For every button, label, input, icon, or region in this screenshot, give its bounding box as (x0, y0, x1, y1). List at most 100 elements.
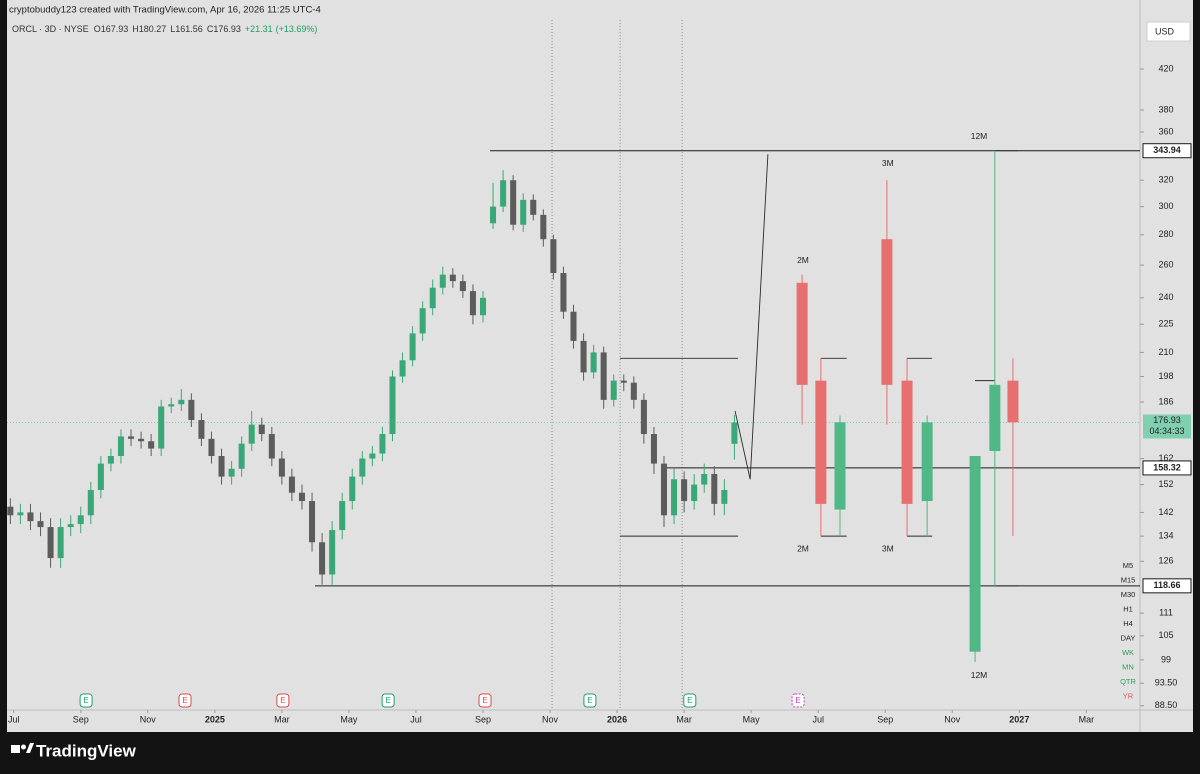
earnings-label[interactable]: E (182, 696, 187, 705)
timeframe-button[interactable]: H1 (1123, 604, 1133, 613)
watermark-header: cryptobuddy123 created with TradingView.… (9, 5, 321, 16)
candle-body (630, 382, 637, 400)
timeframe-button[interactable]: DAY (1121, 633, 1136, 642)
candle-body (17, 512, 24, 516)
candle-body (731, 422, 738, 444)
candle-body (721, 490, 728, 504)
candle-body (117, 436, 124, 457)
timeframe-button[interactable]: M15 (1121, 575, 1136, 584)
currency-box[interactable] (1146, 21, 1191, 42)
candle-body (671, 479, 678, 516)
earnings-marker[interactable]: E (683, 693, 697, 708)
candle-body (419, 308, 426, 334)
earnings-badge[interactable] (683, 693, 697, 708)
earnings-label[interactable]: E (687, 696, 692, 705)
candle-body (600, 352, 607, 400)
annotation: 2M (797, 255, 809, 265)
candle-body (138, 438, 145, 442)
logo-shape (11, 745, 20, 753)
x-tick-label: May (743, 714, 761, 724)
candle-body (178, 399, 185, 405)
quote-change: +21.31 (245, 24, 273, 34)
x-tick-label: Sep (73, 714, 89, 724)
timeframe-button[interactable]: WK (1122, 648, 1134, 657)
y-tick-label: 420 (1158, 63, 1173, 73)
y-tick-label: 300 (1158, 201, 1173, 211)
earnings-badge[interactable] (478, 693, 492, 708)
candle-body (520, 199, 527, 225)
candle-body (198, 420, 205, 439)
drawing-line (734, 154, 769, 480)
candle-body (158, 406, 165, 449)
quote-value: 161.56 (175, 24, 203, 34)
earnings-badge[interactable] (276, 693, 290, 708)
candle-body (681, 479, 688, 502)
candle-body (834, 422, 846, 510)
candle-body (550, 239, 557, 274)
y-tick-label: 320 (1158, 175, 1173, 185)
earnings-label[interactable]: E (385, 696, 390, 705)
candle-body (168, 404, 175, 407)
candle-body (490, 206, 497, 224)
candle-body (107, 456, 114, 464)
earnings-badge[interactable] (178, 693, 192, 708)
earnings-badge[interactable] (79, 693, 93, 708)
candle-body (969, 456, 981, 652)
earnings-label[interactable]: E (482, 696, 487, 705)
timeframe-button[interactable]: QTR (1120, 677, 1136, 686)
candle-body (881, 239, 893, 385)
candle-body (796, 282, 808, 385)
quote-letter: H (132, 24, 139, 34)
x-tick-label: Sep (475, 714, 491, 724)
y-tick-label: 111 (1159, 607, 1173, 617)
y-tick-label: 210 (1158, 347, 1173, 357)
earnings-marker[interactable]: E (79, 693, 93, 708)
candle-body (660, 463, 668, 516)
timeframe-button[interactable]: M30 (1121, 590, 1136, 599)
earnings-marker[interactable]: E (276, 693, 290, 708)
candle-body (208, 438, 215, 457)
earnings-label[interactable]: E (795, 696, 800, 705)
timeframe-button[interactable]: MN (1122, 662, 1134, 671)
candle-body (701, 473, 708, 485)
timeframe-button[interactable]: H4 (1123, 619, 1133, 628)
candle-body (349, 476, 356, 502)
candle-body (610, 380, 617, 400)
level-label-box (1142, 460, 1192, 476)
earnings-label[interactable]: E (83, 696, 88, 705)
candle-body (67, 524, 74, 528)
x-tick-label: Mar (676, 714, 692, 724)
earnings-label[interactable]: E (280, 696, 285, 705)
timeframe-button[interactable]: M5 (1123, 561, 1133, 570)
timeframe-button[interactable]: YR (1123, 691, 1134, 700)
currency[interactable]: USD (1155, 26, 1175, 36)
candle-body (459, 281, 466, 292)
annotation: 3M (882, 158, 894, 168)
quote-change-pct: (+13.69%) (276, 24, 318, 34)
candle-body (268, 434, 275, 459)
candle-body (409, 333, 416, 361)
earnings-badge[interactable] (381, 693, 395, 708)
candle-body (218, 456, 225, 477)
y-tick-label: 162 (1158, 453, 1173, 463)
quote-value: 176.93 (213, 24, 241, 34)
candle-body (87, 490, 94, 516)
earnings-marker[interactable]: E (178, 693, 192, 708)
candle-body (278, 458, 285, 477)
annotation: 2M (797, 543, 809, 553)
y-tick-label: 380 (1158, 104, 1173, 114)
candle-body (238, 443, 245, 469)
earnings-marker[interactable]: E (381, 693, 395, 708)
symbol-line: ORCL · 3D · NYSE O167.93 H180.27 L161.56 C17… (12, 24, 317, 34)
earnings-label[interactable]: E (587, 696, 592, 705)
earnings-badge[interactable] (583, 693, 597, 708)
earnings-marker[interactable]: E (791, 693, 805, 708)
earnings-marker[interactable]: E (478, 693, 492, 708)
quote-value: 180.27 (139, 24, 167, 34)
candle-body (540, 214, 547, 240)
earnings-marker[interactable]: E (583, 693, 597, 708)
y-tick-label: 360 (1158, 126, 1173, 136)
earnings-badge[interactable] (791, 693, 805, 708)
candle-body (560, 273, 567, 312)
level-label-box (1142, 578, 1192, 594)
